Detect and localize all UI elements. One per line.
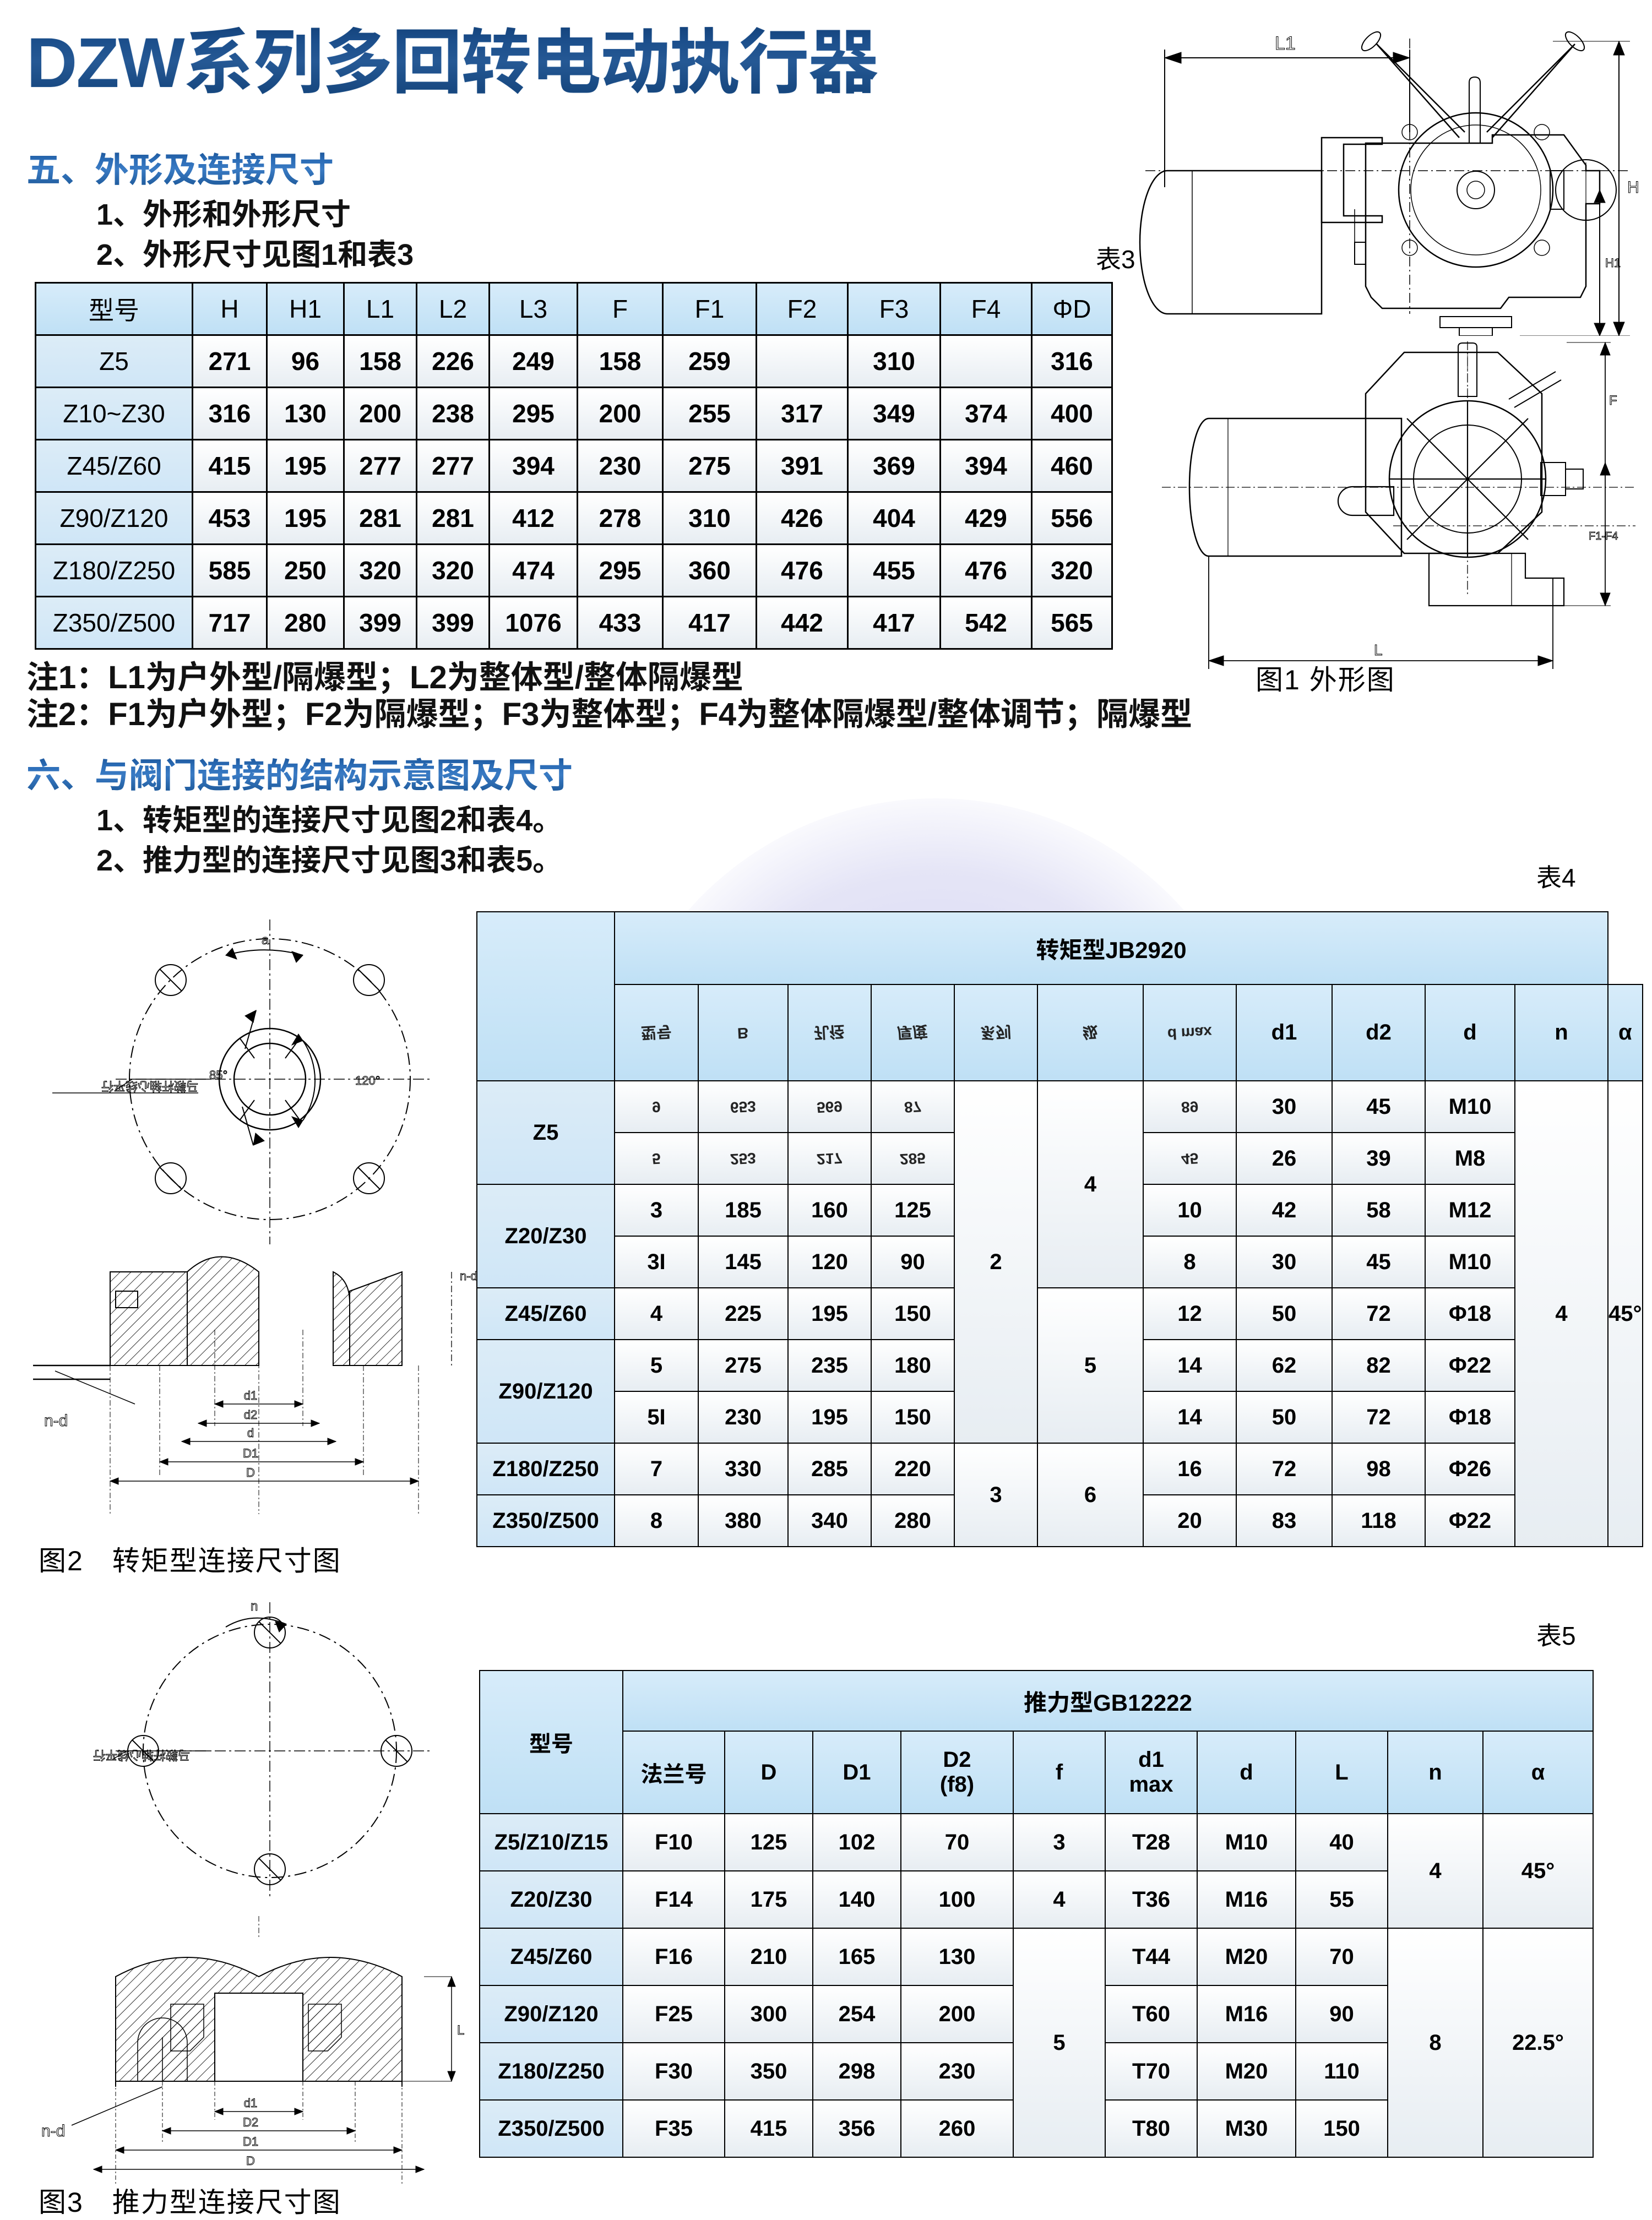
svg-text:D1: D1 [243, 2135, 258, 2148]
svg-text:F: F [1609, 393, 1617, 408]
svg-text:85°: 85° [209, 1068, 227, 1082]
svg-text:d1: d1 [244, 2096, 257, 2110]
svg-text:d: d [247, 1426, 254, 1440]
svg-text:D2: D2 [243, 2115, 258, 2129]
svg-text:H1: H1 [1605, 256, 1621, 270]
svg-text:D: D [246, 2154, 255, 2168]
svg-text:F1-F4: F1-F4 [1589, 530, 1618, 542]
svg-text:L1: L1 [1275, 33, 1296, 54]
svg-text:d2: d2 [244, 1408, 257, 1422]
svg-text:n-d: n-d [44, 1412, 68, 1430]
svg-text:a: a [262, 933, 269, 948]
svg-text:马鞍杆轴心线平行: 马鞍杆轴心线平行 [93, 1748, 190, 1762]
svg-text:n: n [251, 1599, 258, 1614]
svg-text:D: D [246, 1466, 255, 1479]
svg-text:H: H [1627, 178, 1639, 197]
svg-text:120°: 120° [355, 1074, 381, 1087]
svg-text:L: L [1374, 641, 1383, 659]
svg-text:n-d: n-d [41, 2122, 65, 2140]
svg-text:L: L [457, 2023, 464, 2038]
svg-text:D1: D1 [243, 1446, 258, 1460]
svg-text:马鞍杆轴心线平行: 马鞍杆轴心线平行 [101, 1079, 198, 1093]
svg-text:d1: d1 [244, 1389, 257, 1402]
